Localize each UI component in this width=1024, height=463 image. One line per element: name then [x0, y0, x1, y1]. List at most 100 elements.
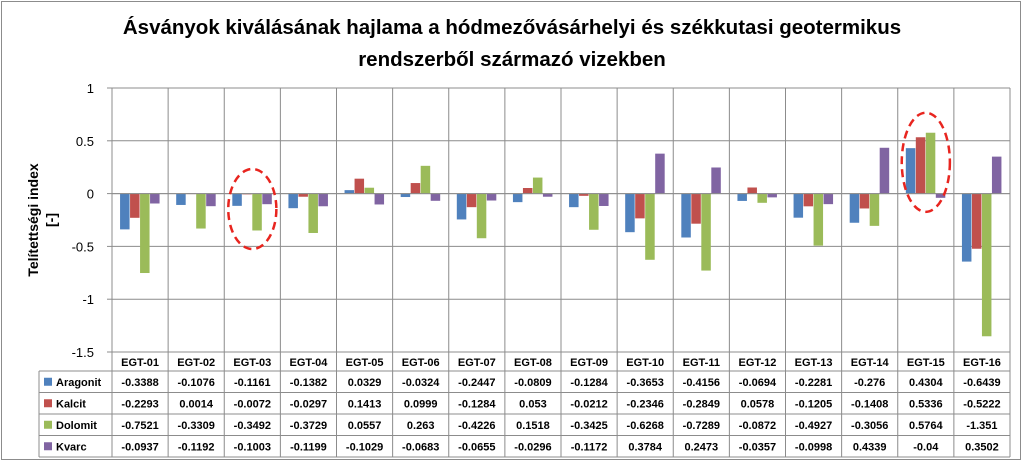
data-label: 0.2473 [684, 441, 718, 453]
bar-kvarc-egt-08 [542, 193, 553, 197]
y-tick-label: 0 [87, 187, 94, 202]
category-label: EGT-08 [514, 357, 552, 369]
bar-aragonit-egt-15 [905, 148, 916, 194]
bar-kvarc-egt-10 [655, 153, 665, 194]
bar-kalcit-egt-04 [298, 193, 308, 197]
bar-kvarc-egt-06 [430, 193, 441, 201]
data-label: -0.3425 [570, 420, 607, 432]
data-label: -0.0324 [402, 377, 440, 389]
bar-kalcit-egt-07 [466, 193, 477, 208]
bar-aragonit-egt-09 [569, 193, 579, 208]
bar-kvarc-egt-14 [879, 147, 890, 194]
bar-dolomit-egt-15 [925, 132, 936, 194]
bar-dolomit-egt-10 [645, 193, 655, 260]
data-label: 0.5336 [909, 398, 943, 410]
bar-dolomit-egt-13 [813, 193, 824, 246]
bar-kvarc-egt-03 [262, 193, 272, 205]
data-label: 0.0329 [348, 377, 382, 389]
y-axis-label-line-1: Telítettségi index [25, 163, 41, 277]
bar-kvarc-egt-16 [991, 156, 1002, 194]
series-name-kvarc: Kvarc [56, 441, 87, 453]
category-label: EGT-16 [963, 357, 1001, 369]
data-label: -0.0937 [121, 441, 158, 453]
data-label: -0.2346 [627, 398, 664, 410]
data-label: -0.276 [854, 377, 885, 389]
legend-key-aragonit [44, 377, 52, 386]
data-label: -0.1199 [290, 441, 327, 453]
y-tick-label: 0.5 [76, 134, 94, 149]
bar-aragonit-egt-16 [961, 193, 972, 262]
data-label: 0.0557 [348, 420, 382, 432]
y-tick-label: -1 [82, 292, 94, 307]
bar-kvarc-egt-01 [150, 193, 160, 204]
category-label: EGT-06 [402, 357, 440, 369]
data-label: -0.1408 [851, 398, 888, 410]
category-label: EGT-14 [851, 357, 890, 369]
data-label: 0.5764 [909, 420, 944, 432]
data-label: 0.263 [407, 420, 435, 432]
bar-kalcit-egt-11 [691, 193, 701, 224]
data-label: -0.3309 [178, 420, 215, 432]
category-label: EGT-13 [795, 357, 833, 369]
highlight-ellipse-egt-03 [227, 167, 278, 251]
bar-dolomit-egt-08 [532, 177, 543, 194]
bar-aragonit-egt-14 [849, 193, 860, 223]
data-label: -0.0297 [290, 398, 327, 410]
data-label: -0.0683 [402, 441, 439, 453]
category-label: EGT-15 [907, 357, 945, 369]
data-label: -0.1284 [570, 377, 608, 389]
category-label: EGT-11 [683, 357, 720, 369]
bar-aragonit-egt-08 [512, 193, 523, 203]
data-label: -0.0296 [514, 441, 551, 453]
highlight-ellipse-egt-15 [900, 111, 952, 214]
data-label: -0.1382 [290, 377, 327, 389]
data-label: 0.0999 [404, 398, 438, 410]
data-label: -0.0072 [234, 398, 271, 410]
data-label: 0.3502 [965, 441, 999, 453]
category-label: EGT-10 [626, 357, 664, 369]
bar-kalcit-egt-05 [354, 178, 365, 194]
bar-kalcit-egt-15 [915, 137, 926, 194]
data-label: -0.7521 [121, 420, 158, 432]
data-label: -1.351 [966, 420, 997, 432]
bar-kalcit-egt-14 [859, 193, 870, 209]
bar-aragonit-egt-11 [681, 193, 691, 238]
data-label: -0.6439 [963, 377, 1000, 389]
data-label: -0.3388 [121, 377, 158, 389]
legend-key-kalcit [44, 399, 52, 408]
data-label: -0.3056 [851, 420, 888, 432]
bar-dolomit-egt-07 [476, 193, 487, 239]
bar-dolomit-egt-05 [364, 187, 375, 194]
bar-kalcit-egt-12 [747, 187, 757, 194]
bar-kvarc-egt-07 [486, 193, 497, 201]
data-label: -0.2849 [683, 398, 720, 410]
data-label: -0.0694 [739, 377, 777, 389]
data-label: -0.3653 [627, 377, 664, 389]
category-label: EGT-05 [346, 357, 384, 369]
bar-dolomit-egt-14 [869, 193, 880, 226]
data-label: 0.053 [519, 398, 547, 410]
bar-dolomit-egt-03 [252, 193, 262, 231]
bar-aragonit-egt-03 [232, 193, 242, 206]
y-axis-label-line-2: [-] [43, 213, 59, 227]
category-label: EGT-04 [289, 357, 328, 369]
data-label: 0.1413 [348, 398, 382, 410]
data-label: -0.1284 [458, 398, 496, 410]
bar-aragonit-egt-07 [456, 193, 467, 220]
data-label: 0.4304 [909, 377, 944, 389]
bar-kvarc-egt-02 [206, 193, 216, 207]
bar-dolomit-egt-02 [196, 193, 206, 229]
data-label: -0.7289 [683, 420, 720, 432]
bar-dolomit-egt-12 [757, 193, 767, 203]
data-label: -0.0809 [514, 377, 551, 389]
data-label: -0.5222 [963, 398, 1000, 410]
highlight-ellipses [227, 111, 952, 251]
bar-kvarc-egt-09 [599, 193, 609, 206]
legend-key-kvarc [44, 442, 52, 451]
data-label: -0.04 [913, 441, 939, 453]
bar-dolomit-egt-04 [308, 193, 318, 233]
bar-kalcit-egt-08 [522, 188, 533, 194]
category-label: EGT-12 [738, 357, 776, 369]
bar-kvarc-egt-12 [767, 193, 777, 198]
series-name-dolomit: Dolomit [56, 420, 97, 432]
